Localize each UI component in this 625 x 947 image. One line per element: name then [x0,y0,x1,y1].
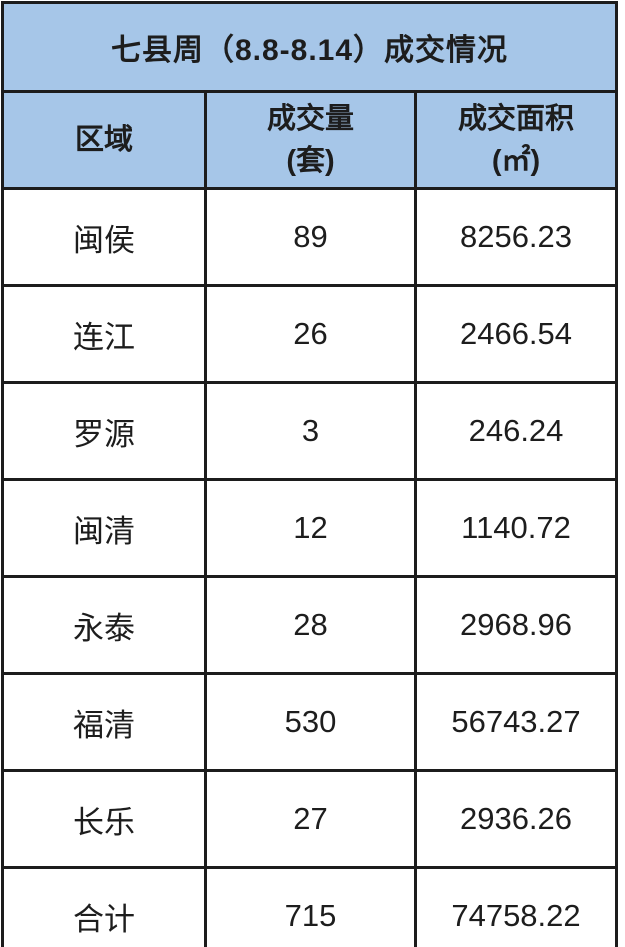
region-header-label: 区域 [74,123,133,156]
volume-cell: 27 [204,769,417,869]
region-cell: 合计 [1,866,207,947]
table-row: 罗源 3 246.24 [1,381,619,481]
volume-cell: 26 [204,284,417,384]
table-row: 闽侯 89 8256.23 [1,187,619,287]
table-row: 闽清 12 1140.72 [1,478,619,578]
table-title: 七县周（8.8-8.14）成交情况 [0,1,619,93]
area-header-label: 成交面积 [458,102,575,135]
header-row: 区域 成交量 (套) 成交面积 (㎡) [1,90,619,190]
area-cell: 74758.22 [413,866,619,947]
volume-cell: 89 [204,187,417,287]
volume-header-label: 成交量 [266,102,354,135]
area-cell: 1140.72 [413,478,619,578]
area-cell: 2968.96 [413,575,619,675]
volume-header-unit: (套) [286,145,335,177]
column-header-area: 成交面积 (㎡) [413,90,619,190]
region-cell: 闽侯 [1,187,207,287]
area-cell: 246.24 [413,381,619,481]
region-cell: 永泰 [1,575,207,675]
title-row: 七县周（8.8-8.14）成交情况 [0,1,619,93]
region-cell: 连江 [1,284,207,384]
area-header-unit: (㎡) [491,145,541,177]
area-cell: 2466.54 [413,284,619,384]
volume-cell: 28 [204,575,417,675]
table-row: 永泰 28 2968.96 [1,575,619,675]
volume-cell: 715 [204,866,417,947]
table-row: 合计 715 74758.22 [1,866,619,947]
region-cell: 罗源 [1,381,207,481]
volume-cell: 530 [204,672,417,772]
area-cell: 8256.23 [413,187,619,287]
area-cell: 2936.26 [413,769,619,869]
volume-cell: 3 [204,381,417,481]
column-header-region: 区域 [1,90,207,190]
region-cell: 闽清 [1,478,207,578]
volume-cell: 12 [204,478,417,578]
table-row: 福清 530 56743.27 [1,672,619,772]
area-cell: 56743.27 [413,672,619,772]
region-cell: 长乐 [1,769,207,869]
table-row: 长乐 27 2936.26 [1,769,619,869]
table-row: 连江 26 2466.54 [1,284,619,384]
column-header-volume: 成交量 (套) [204,90,417,190]
region-cell: 福清 [1,672,207,772]
